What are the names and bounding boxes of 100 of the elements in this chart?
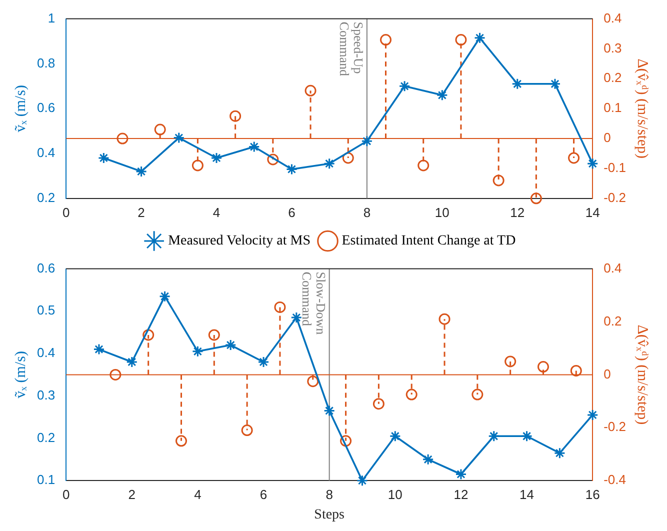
point bbox=[512, 78, 524, 90]
y-tick-label: 1 bbox=[48, 10, 56, 26]
point bbox=[304, 84, 316, 96]
y-tick-label: 0.5 bbox=[36, 302, 56, 318]
y2-tick-label: 0.4 bbox=[604, 260, 622, 276]
point bbox=[274, 301, 286, 313]
legend-label: Measured Velocity at MS bbox=[168, 234, 311, 249]
y2-tick-label: -0.4 bbox=[604, 472, 626, 488]
x-tick-label: 12 bbox=[454, 486, 468, 502]
x-tick-label: 4 bbox=[194, 486, 202, 502]
point bbox=[586, 409, 598, 421]
x-tick-label: 0 bbox=[62, 204, 70, 220]
point bbox=[389, 430, 401, 442]
y2-tick-label: -0.1 bbox=[604, 160, 626, 176]
y-tick-label: 0.4 bbox=[36, 145, 56, 160]
point bbox=[488, 430, 500, 442]
y-tick-label: 0.3 bbox=[36, 387, 56, 402]
point bbox=[568, 152, 580, 164]
point bbox=[208, 329, 220, 341]
point bbox=[126, 356, 138, 368]
point bbox=[406, 388, 418, 400]
point bbox=[154, 124, 166, 136]
point bbox=[116, 132, 128, 144]
y-axis-title: ṽₓ (m/s) bbox=[12, 351, 29, 398]
x-axis-title: Steps bbox=[314, 507, 345, 522]
point bbox=[340, 435, 352, 447]
point bbox=[248, 141, 260, 153]
point bbox=[230, 110, 242, 122]
point bbox=[356, 474, 368, 486]
x-tick-label: 16 bbox=[585, 486, 600, 502]
point bbox=[136, 166, 148, 178]
point bbox=[521, 430, 533, 442]
x-tick-label: 14 bbox=[520, 486, 534, 502]
point bbox=[267, 154, 279, 166]
y2-tick-label: 0.4 bbox=[604, 10, 622, 26]
x-tick-label: 8 bbox=[363, 204, 371, 220]
point bbox=[324, 158, 336, 170]
point bbox=[422, 454, 434, 466]
y2-tick-label: 0 bbox=[604, 130, 611, 146]
point bbox=[472, 388, 484, 400]
x-tick-label: 0 bbox=[62, 486, 70, 502]
x-tick-label: 10 bbox=[388, 486, 402, 502]
point bbox=[324, 404, 336, 416]
x-tick-label: 2 bbox=[128, 486, 136, 502]
point bbox=[192, 346, 204, 358]
y2-tick-label: 0.1 bbox=[604, 100, 622, 116]
point bbox=[418, 160, 430, 172]
point bbox=[455, 34, 467, 46]
y-tick-label: 0.1 bbox=[36, 472, 56, 488]
point bbox=[380, 34, 392, 46]
y-tick-label: 0.6 bbox=[36, 260, 56, 276]
legend-label: Estimated Intent Change at TD bbox=[342, 234, 516, 249]
y-axis-title: ṽₓ (m/s) bbox=[12, 84, 29, 132]
point bbox=[258, 356, 270, 368]
ref-line-label: Slow-Down Command bbox=[299, 272, 328, 336]
point bbox=[530, 192, 542, 204]
point bbox=[98, 152, 110, 164]
point bbox=[290, 312, 302, 324]
point bbox=[93, 344, 105, 356]
point bbox=[210, 152, 222, 164]
point bbox=[549, 78, 561, 90]
y2-tick-label: -0.2 bbox=[604, 190, 626, 205]
point bbox=[398, 80, 410, 92]
x-tick-label: 12 bbox=[510, 204, 525, 220]
point bbox=[110, 368, 122, 380]
x-tick-label: 2 bbox=[138, 204, 145, 220]
y-tick-label: 0.2 bbox=[36, 190, 56, 205]
x-tick-label: 4 bbox=[212, 204, 220, 220]
y2-tick-label: 0.2 bbox=[604, 70, 622, 86]
point bbox=[438, 313, 450, 325]
point bbox=[455, 468, 467, 480]
x-tick-label: 8 bbox=[326, 486, 333, 502]
point bbox=[492, 174, 504, 186]
point bbox=[504, 356, 516, 368]
y2-tick-label: 0.2 bbox=[604, 313, 622, 328]
point bbox=[474, 32, 486, 44]
y-tick-label: 0.6 bbox=[36, 100, 56, 116]
point bbox=[570, 364, 582, 376]
point bbox=[159, 290, 171, 302]
y2-axis-title: Δ(v̂ₓᵈ) (m/s/step) bbox=[634, 324, 650, 425]
point bbox=[286, 163, 298, 175]
y2-tick-label: 0 bbox=[604, 366, 611, 382]
point bbox=[142, 329, 154, 341]
point bbox=[173, 132, 185, 144]
point bbox=[224, 339, 236, 351]
x-tick-label: 6 bbox=[288, 204, 296, 220]
point bbox=[586, 158, 598, 170]
ref-line-label: Speed-Up Command bbox=[337, 22, 366, 76]
y-tick-label: 0.4 bbox=[36, 345, 56, 360]
point bbox=[192, 160, 204, 172]
point bbox=[372, 398, 384, 410]
x-tick-label: 10 bbox=[434, 204, 450, 220]
point bbox=[307, 376, 319, 388]
point bbox=[554, 447, 566, 459]
x-tick-label: 6 bbox=[260, 486, 268, 502]
x-tick-label: 14 bbox=[585, 204, 600, 220]
point bbox=[537, 361, 549, 373]
y-tick-label: 0.8 bbox=[36, 55, 56, 70]
point bbox=[361, 135, 373, 147]
y2-tick-label: 0.3 bbox=[604, 40, 622, 56]
